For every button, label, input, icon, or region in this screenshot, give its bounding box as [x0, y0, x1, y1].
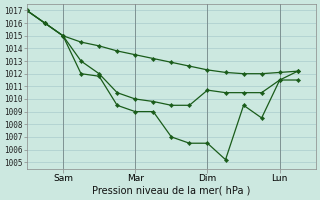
X-axis label: Pression niveau de la mer( hPa ): Pression niveau de la mer( hPa ): [92, 186, 251, 196]
